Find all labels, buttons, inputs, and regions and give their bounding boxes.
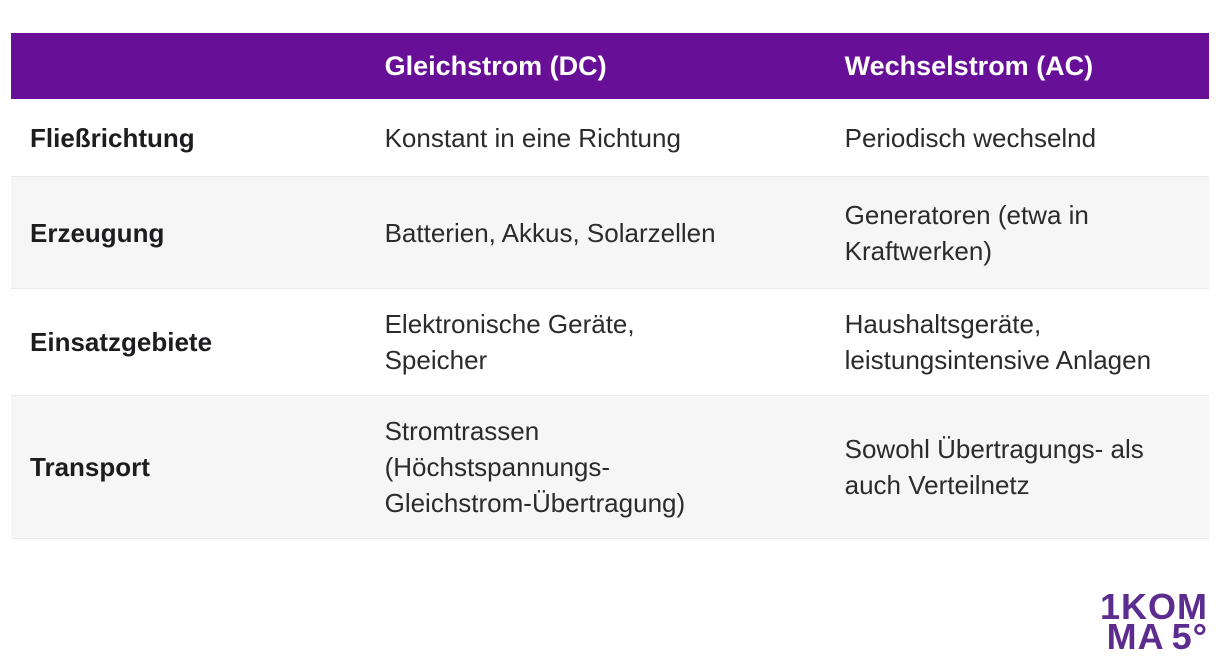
brand-logo-1komma5: 1KOM MA 5° [1100, 589, 1208, 655]
logo-line-1: 1KOM [1100, 589, 1208, 625]
cell-dc: Stromtrassen (Höchstspannungs- Gleichstr… [384, 416, 686, 518]
row-label: Erzeugung [30, 217, 165, 248]
table-row-einsatzgebiete: Einsatzgebiete Elektronische Geräte, Spe… [11, 289, 1209, 395]
logo-5deg: 5° [1171, 616, 1208, 657]
logo-ma: MA [1106, 616, 1165, 657]
table-row-fliessrichtung: Fließrichtung Konstant in eine Richtung … [11, 99, 1209, 176]
header-cell-dc: Gleichstrom (DC) [384, 51, 607, 81]
comparison-table: Gleichstrom (DC) Wechselstrom (AC) Fließ… [11, 33, 1209, 539]
row-label: Einsatzgebiete [30, 327, 213, 357]
cell-dc: Elektronische Geräte, Speicher [384, 309, 635, 375]
table-row-transport: Transport Stromtrassen (Höchstspannungs-… [11, 395, 1209, 539]
cell-ac: Sowohl Übertragungs- als auch Verteilnet… [844, 434, 1144, 500]
cell-dc: Batterien, Akkus, Solarzellen [384, 217, 716, 248]
table-row-erzeugung: Erzeugung Batterien, Akkus, Solarzellen … [11, 176, 1209, 289]
logo-line-2: MA 5° [1100, 619, 1208, 655]
cell-ac: Generatoren (etwa in Kraftwerken) [844, 199, 1089, 266]
table-header-row: Gleichstrom (DC) Wechselstrom (AC) [11, 33, 1209, 99]
cell-dc: Konstant in eine Richtung [384, 122, 681, 153]
header-cell-ac: Wechselstrom (AC) [844, 51, 1094, 81]
row-label: Fließrichtung [30, 122, 195, 153]
cell-ac: Haushaltsgeräte, leistungsintensive Anla… [844, 309, 1152, 375]
logo-kom: KOM [1121, 586, 1208, 627]
row-label: Transport [30, 452, 150, 482]
logo-digit: 1 [1099, 586, 1121, 627]
cell-ac: Periodisch wechselnd [844, 122, 1097, 153]
